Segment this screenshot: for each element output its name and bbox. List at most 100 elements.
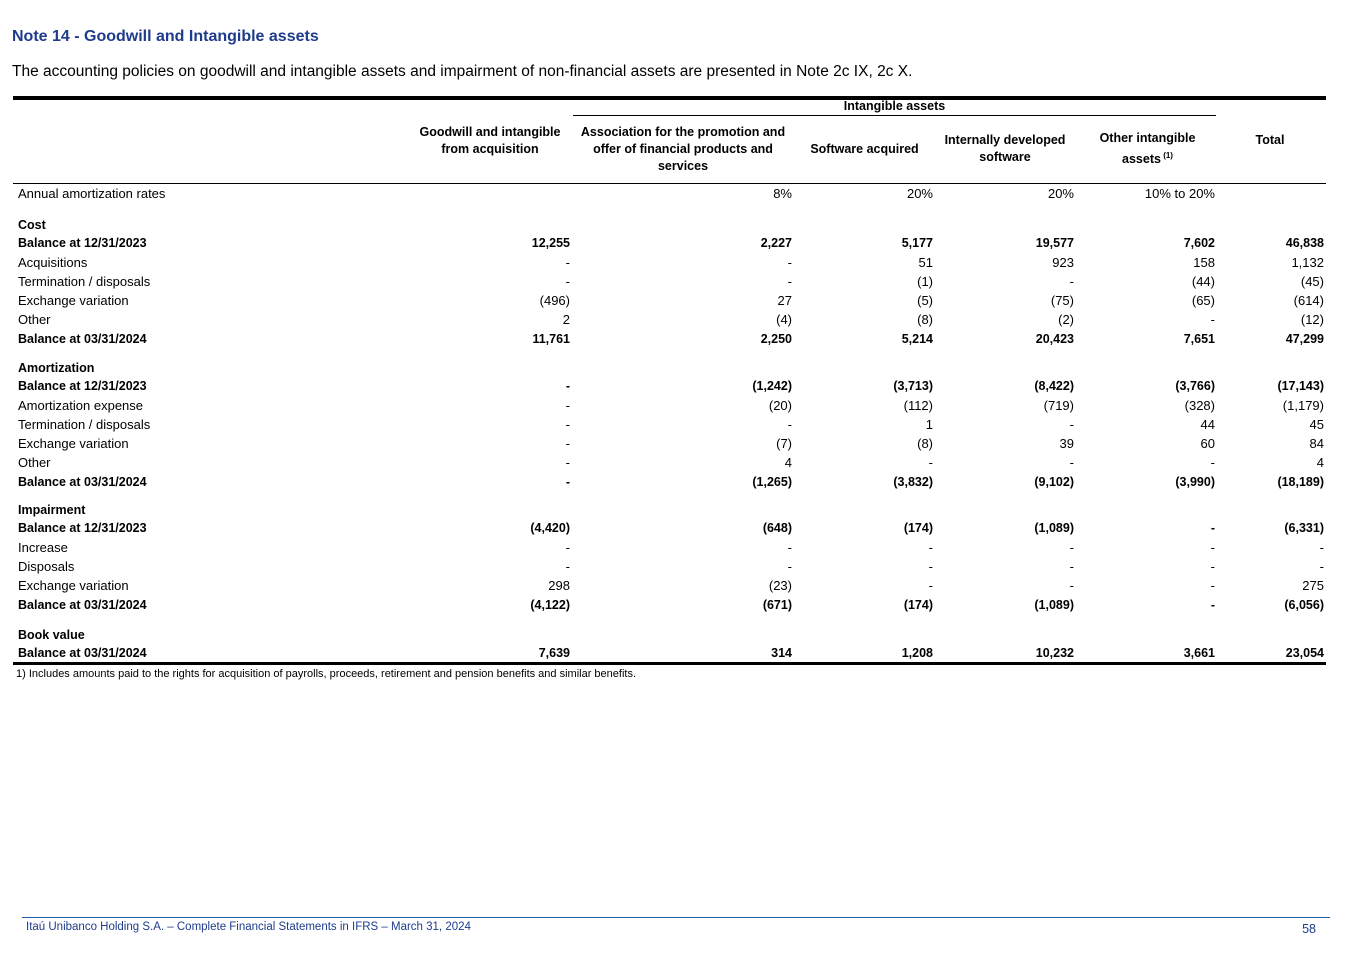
row-label: Annual amortization rates bbox=[18, 186, 166, 201]
cell-col-5: - bbox=[1210, 578, 1215, 593]
row-label: Balance at 12/31/2023 bbox=[18, 379, 147, 393]
cell-col-3: - bbox=[928, 578, 933, 593]
cell-col-4: 39 bbox=[1059, 436, 1074, 451]
cell-col-6: 1,132 bbox=[1291, 255, 1324, 270]
intangible-assets-group-header: Intangible assets bbox=[573, 99, 1216, 116]
cell-col-3: 5,177 bbox=[901, 236, 933, 250]
row-label: Balance at 12/31/2023 bbox=[18, 521, 147, 535]
cell-col-2: - bbox=[787, 274, 792, 289]
cell-col-5: 3,661 bbox=[1183, 646, 1215, 660]
cell-col-1: (4,420) bbox=[530, 521, 570, 535]
cell-col-1: - bbox=[565, 559, 570, 574]
cell-col-5: (3,766) bbox=[1175, 379, 1215, 393]
row-label: Exchange variation bbox=[18, 436, 129, 451]
section-title: Amortization bbox=[13, 359, 1326, 378]
row-label: Other bbox=[18, 312, 51, 327]
cell-col-2: 27 bbox=[777, 293, 792, 308]
cell-col-3: 5,214 bbox=[901, 332, 933, 346]
row-label: Balance at 03/31/2024 bbox=[18, 475, 147, 489]
cell-col-3: (8) bbox=[917, 436, 933, 451]
table-bottom-rule bbox=[13, 662, 1326, 665]
cell-col-4: 923 bbox=[1052, 255, 1074, 270]
cell-col-5: - bbox=[1210, 312, 1215, 327]
cell-col-6: (18,189) bbox=[1277, 475, 1324, 489]
row-label: Disposals bbox=[18, 559, 75, 574]
row-label: Exchange variation bbox=[18, 578, 129, 593]
table-row: Acquisitions - - 51 923 158 1,132 bbox=[13, 253, 1326, 272]
row-label: Amortization expense bbox=[18, 398, 144, 413]
cell-col-5: - bbox=[1210, 540, 1215, 555]
row-label: Termination / disposals bbox=[18, 417, 151, 432]
cell-col-4: 19,577 bbox=[1035, 236, 1074, 250]
table-row: Termination / disposals - - 1 - 44 45 bbox=[13, 415, 1326, 434]
cell-col-1: - bbox=[565, 540, 570, 555]
row-label: Exchange variation bbox=[18, 293, 129, 308]
cell-col-6: (1,179) bbox=[1282, 398, 1324, 413]
col-header-other-intangible: Other intangible assets (1) bbox=[1080, 118, 1215, 180]
row-label: Balance at 03/31/2024 bbox=[18, 332, 147, 346]
table-row: Disposals - - - - - - bbox=[13, 557, 1326, 576]
cell-col-6: (12) bbox=[1300, 312, 1324, 327]
section-title-text: Impairment bbox=[18, 503, 86, 517]
cell-col-5: (65) bbox=[1191, 293, 1215, 308]
table-row: Balance at 12/31/2023 - (1,242) (3,713) (8,4… bbox=[13, 377, 1326, 396]
table-row: Balance at 03/31/2024 - (1,265) (3,832) (9,1… bbox=[13, 473, 1326, 492]
cell-col-3: - bbox=[928, 559, 933, 574]
cell-col-5: 60 bbox=[1200, 436, 1215, 451]
cell-col-3: (174) bbox=[903, 598, 933, 612]
cell-col-3: - bbox=[928, 455, 933, 470]
cell-col-3: 51 bbox=[918, 255, 933, 270]
cell-col-1: - bbox=[565, 417, 570, 432]
cell-col-3: (5) bbox=[917, 293, 933, 308]
cell-col-2: (1,265) bbox=[752, 475, 792, 489]
cell-col-5: (44) bbox=[1191, 274, 1215, 289]
row-label: Balance at 03/31/2024 bbox=[18, 646, 147, 660]
table-row: Increase - - - - - - bbox=[13, 538, 1326, 557]
row-label: Increase bbox=[18, 540, 68, 555]
section-title-text: Amortization bbox=[18, 361, 95, 375]
row-label: Acquisitions bbox=[18, 255, 88, 270]
cell-col-6: 4 bbox=[1316, 455, 1324, 470]
cell-col-6: 23,054 bbox=[1285, 646, 1324, 660]
cell-col-2: 314 bbox=[771, 646, 792, 660]
cell-col-6: (6,331) bbox=[1284, 521, 1324, 535]
cell-col-3: (3,713) bbox=[893, 379, 933, 393]
cell-col-1: 298 bbox=[548, 578, 570, 593]
table-row: Termination / disposals - - (1) - (44) (45) bbox=[13, 272, 1326, 291]
cell-col-4: (9,102) bbox=[1034, 475, 1074, 489]
cell-col-5: 7,651 bbox=[1183, 332, 1215, 346]
cell-col-2: 2,227 bbox=[760, 236, 792, 250]
cell-col-5: 7,602 bbox=[1183, 236, 1215, 250]
cell-col-4: - bbox=[1069, 559, 1074, 574]
cell-col-3: (8) bbox=[917, 312, 933, 327]
row-label: Termination / disposals bbox=[18, 274, 151, 289]
cell-col-5: (3,990) bbox=[1175, 475, 1215, 489]
header-rule bbox=[13, 183, 1326, 184]
cell-col-2: (23) bbox=[768, 578, 792, 593]
cell-col-1: - bbox=[565, 455, 570, 470]
section-title: Book value bbox=[13, 626, 1326, 645]
cell-col-3: (1) bbox=[917, 274, 933, 289]
table-top-rule bbox=[13, 96, 1326, 100]
cell-col-6: (614) bbox=[1293, 293, 1324, 308]
cell-col-1: 11,761 bbox=[532, 332, 570, 346]
cell-col-1: 12,255 bbox=[531, 236, 570, 250]
cell-col-1: - bbox=[565, 274, 570, 289]
section-title: Impairment bbox=[13, 501, 1326, 520]
row-label: Balance at 03/31/2024 bbox=[18, 598, 147, 612]
cell-col-6: (17,143) bbox=[1277, 379, 1324, 393]
intro-text: The accounting policies on goodwill and … bbox=[12, 63, 913, 80]
footer-text: Itaú Unibanco Holding S.A. – Complete Fi… bbox=[26, 921, 471, 933]
cell-col-4: - bbox=[1069, 274, 1074, 289]
cell-col-4: - bbox=[1069, 540, 1074, 555]
col-header-internal-software: Internally developed software bbox=[944, 133, 1066, 164]
col-header-total: Total bbox=[1255, 133, 1285, 147]
cell-col-1: - bbox=[565, 379, 570, 393]
cell-col-4: (1,089) bbox=[1034, 598, 1074, 612]
cell-col-3: 20% bbox=[906, 186, 933, 201]
cell-col-2: - bbox=[787, 255, 792, 270]
cell-col-1: (496) bbox=[539, 293, 570, 308]
cell-col-3: (3,832) bbox=[893, 475, 933, 489]
row-label: Balance at 12/31/2023 bbox=[18, 236, 147, 250]
table-row: Other - 4 - - - 4 bbox=[13, 453, 1326, 472]
